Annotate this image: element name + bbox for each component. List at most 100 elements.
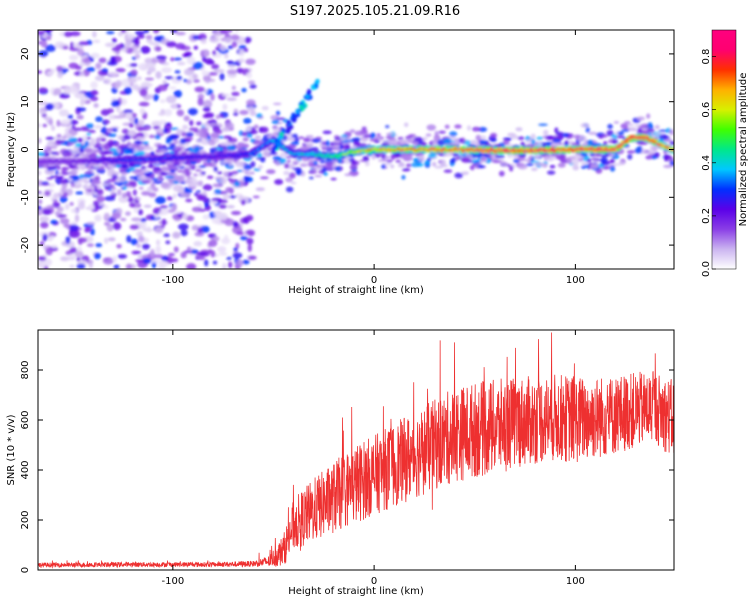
spectrogram-cell [241,87,247,93]
spectrogram-cell [62,45,69,50]
spectrogram-cell [490,154,496,157]
spectrogram-cell [191,224,200,231]
spectrogram-cell [517,164,528,170]
spectrogram-cell [176,164,183,168]
spectrogram-cell [572,165,580,171]
spectrogram-cell [38,256,47,262]
spectrogram-cell [74,251,84,258]
spectrogram-cell [74,214,80,223]
spectrogram-cell [165,240,171,245]
spectrogram-cell [333,140,341,143]
spectrogram-cell [153,166,161,171]
spectrogram-cell [69,31,81,37]
spectrogram-cell [108,133,117,138]
spectrogram-cell [271,149,276,155]
spectrogram-cell [617,131,625,136]
spectrogram-cell [76,263,86,269]
spectrogram-cell [146,38,153,44]
spectrogram-cell [376,133,381,136]
snr-panel: -100 0 100 0 200 400 600 800 Height of straight… [6,329,675,597]
spectrogram-cell [68,119,79,125]
spectrogram-cell [233,112,239,116]
spectrogram-cell [173,57,182,61]
spectrogram-cell [237,142,245,146]
spectrogram-cell [134,117,139,125]
spectrogram-cell [158,148,167,154]
spectrogram-cell [76,107,87,112]
spectrogram-cell [48,118,53,126]
spectrogram-cell [180,251,187,259]
spectrogram-cell [307,161,315,168]
spectrogram-cell [226,97,237,101]
spectrogram-cell [118,195,129,203]
spectrogram-cell [102,144,110,150]
spectrogram-cell [49,235,55,240]
spectrogram-cell [543,155,549,162]
spectrogram-cell [60,256,70,262]
spectrogram-cell [244,37,251,44]
spectrogram-cell [214,137,220,144]
spectrogram-cell [529,160,539,163]
spectrogram-cell [311,138,322,143]
spectrogram-cell [609,153,616,157]
spectrogram-cell [242,259,250,265]
spectrogram-cell [299,104,304,110]
spectrogram-cell [121,47,127,52]
spectrogram-cell [117,31,124,37]
spectrogram-cell [208,239,218,247]
spectrogram-cell [148,162,154,168]
spectrogram-cell [136,231,142,237]
spectrogram-cell [669,129,674,136]
spectrogram-cell [352,137,360,142]
spectrogram-cell [141,222,147,226]
spectrogram-cell [167,252,175,257]
spectrogram-cell [218,252,228,256]
spectrogram-cell [293,159,300,164]
spectrogram-cell [246,214,254,222]
spectrogram-cell [387,139,398,146]
spectrogram-cell [58,109,70,117]
spectrogram-cell [213,166,218,172]
spectrogram-cell [226,69,238,75]
spectrogram-cell [231,91,240,97]
spectrogram-cell [76,256,81,262]
spectrogram-cell [57,172,62,175]
spectrogram-cell [637,128,643,133]
spectrogram-cell [111,37,117,43]
spectrogram-cell [125,191,132,198]
spectrogram-cell [299,146,309,151]
spectrogram-cell [148,134,155,139]
spectrogram-cell [257,165,264,169]
spectrogram-cell [227,261,233,269]
spectrogram-cell [67,114,73,120]
spectrogram-cell [132,83,139,91]
spectrogram-cell [166,209,176,213]
spectrogram-cell [218,204,227,209]
spectrogram-cell [154,35,163,42]
spectrogram-cell [226,256,232,260]
spectrogram-cell [139,186,144,190]
spectrogram-cell [80,99,85,107]
spectrogram-cell [143,141,149,145]
spectrogram-cell [603,140,608,147]
spectrogram-cell [56,65,63,72]
spectrogram-cell [200,138,211,146]
snr-x-axis-label: Height of straight line (km) [288,586,424,597]
spectrogram-cell [627,123,635,127]
spectrogram-cell [110,171,120,176]
spectrogram-cell [152,94,159,102]
spectrogram-cell [233,247,238,252]
spectrogram-cell [104,180,111,185]
spectrogram-cell [626,150,636,154]
spectrogram-cell [79,149,85,153]
spectrogram-cell [104,42,116,48]
spectrogram-cell [47,147,52,152]
spectrogram-cell [195,168,201,172]
spectrogram-cell [82,173,92,179]
spectrogram-cell [129,224,139,230]
spectrogram-cell [59,179,68,185]
spectrogram-cell [96,195,106,203]
spectrogram-cell [38,199,43,205]
spectrogram-cell [194,231,205,237]
spectrogram-cell [449,131,458,137]
